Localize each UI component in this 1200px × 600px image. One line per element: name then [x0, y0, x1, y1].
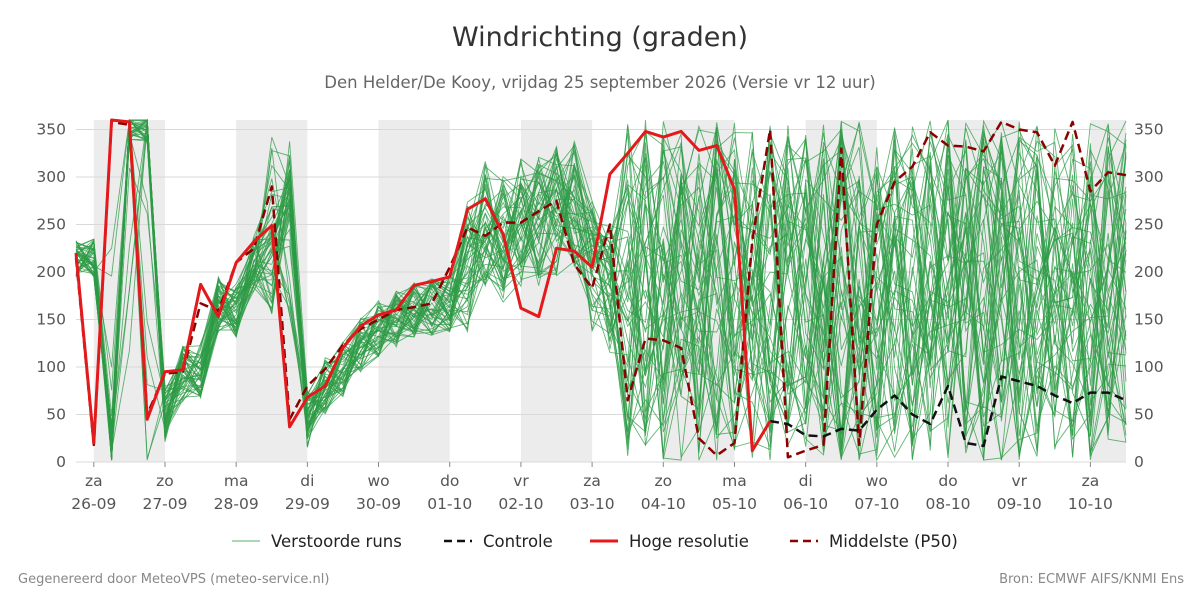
y-tick-label-right: 300	[1134, 168, 1164, 186]
x-tick-date: 01-10	[427, 495, 472, 513]
footer-credit: Gegenereerd door MeteoVPS (meteo-service…	[18, 572, 330, 587]
y-axes: 0 0 50 50 100 100 150 150 200 200 250 250 300 300 350 3…	[36, 121, 1163, 472]
y-tick-label-right: 0	[1134, 453, 1144, 471]
x-axis: za 26-09 zo 27-09 ma 28-09 di 29-09 wo 30-09 do 01-…	[71, 462, 1113, 513]
x-tick-day: za	[85, 472, 103, 490]
x-tick-date: 08-10	[926, 495, 971, 513]
x-tick-day: vr	[513, 472, 529, 490]
y-tick-label-left: 50	[46, 406, 66, 424]
y-tick-label-left: 150	[36, 311, 66, 329]
x-tick-day: vr	[1011, 472, 1027, 490]
legend-label-control: Controle	[483, 532, 553, 551]
ensemble-member-line	[75, 119, 1127, 455]
x-tick-day: za	[583, 472, 601, 490]
legend-label-median: Middelste (P50)	[829, 532, 958, 551]
y-tick-label-left: 250	[36, 216, 66, 234]
y-tick-label-left: 0	[56, 453, 66, 471]
x-tick-day: di	[300, 472, 314, 490]
x-tick-date: 28-09	[214, 495, 259, 513]
y-tick-label-right: 150	[1134, 311, 1164, 329]
footer-source: Bron: ECMWF AIFS/KNMI Ens	[999, 572, 1184, 587]
median-line	[74, 120, 1127, 459]
x-tick-date: 29-09	[285, 495, 330, 513]
chart-title: Windrichting (graden)	[451, 22, 749, 53]
high-res-line	[74, 118, 772, 453]
y-tick-label-left: 200	[36, 263, 66, 281]
ensemble-member-line	[75, 120, 1127, 451]
x-tick-day: do	[440, 472, 459, 490]
ensemble-member-line	[75, 119, 1127, 433]
y-tick-label-right: 250	[1134, 216, 1164, 234]
ensemble-member-line	[75, 122, 1127, 461]
legend-label-ensemble: Verstoorde runs	[271, 532, 402, 551]
x-tick-day: wo	[866, 472, 888, 490]
x-tick-date: 27-09	[142, 495, 187, 513]
x-tick-date: 04-10	[641, 495, 686, 513]
legend-label-high-res: Hoge resolutie	[629, 532, 749, 551]
x-tick-day: do	[938, 472, 957, 490]
x-tick-day: ma	[722, 472, 747, 490]
y-tick-label-left: 350	[36, 121, 66, 139]
ensemble-member-line	[75, 119, 1127, 461]
x-tick-date: 06-10	[783, 495, 828, 513]
y-tick-label-right: 350	[1134, 121, 1164, 139]
x-tick-day: zo	[654, 472, 672, 490]
x-tick-date: 30-09	[356, 495, 401, 513]
x-tick-date: 09-10	[997, 495, 1042, 513]
x-tick-date: 05-10	[712, 495, 757, 513]
y-tick-label-right: 100	[1134, 358, 1164, 376]
night-band	[520, 120, 593, 462]
x-tick-day: di	[799, 472, 813, 490]
x-tick-date: 26-09	[71, 495, 116, 513]
chart-subtitle: Den Helder/De Kooy, vrijdag 25 september…	[324, 73, 876, 92]
ensemble-member-line	[75, 121, 1127, 440]
main-series	[74, 118, 1127, 459]
x-tick-date: 07-10	[854, 495, 899, 513]
ensemble-member-line	[75, 120, 1127, 461]
x-tick-date: 03-10	[570, 495, 615, 513]
x-tick-day: ma	[224, 472, 249, 490]
y-tick-label-left: 300	[36, 168, 66, 186]
legend: Verstoorde runs Controle Hoge resolutie Mid…	[232, 532, 958, 551]
x-tick-day: zo	[156, 472, 174, 490]
y-tick-label-right: 200	[1134, 263, 1164, 281]
ensemble-member-line	[75, 119, 1127, 435]
x-tick-day: za	[1082, 472, 1100, 490]
x-tick-date: 02-10	[498, 495, 543, 513]
control-line	[769, 375, 1127, 448]
y-tick-label-left: 100	[36, 358, 66, 376]
ensemble-member-line	[75, 119, 1127, 445]
y-tick-label-right: 50	[1134, 406, 1154, 424]
x-tick-day: wo	[367, 472, 389, 490]
x-tick-date: 10-10	[1068, 495, 1113, 513]
